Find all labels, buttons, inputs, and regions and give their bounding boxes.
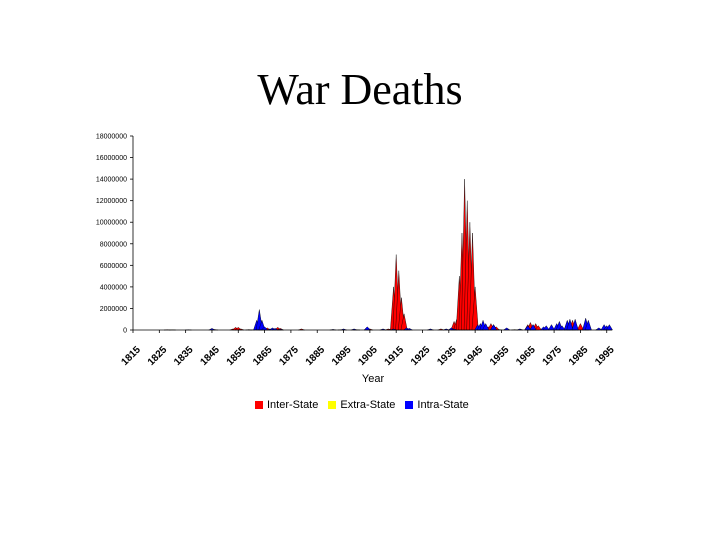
x-tick-label: 1915 — [383, 344, 407, 368]
intra-state-point-1974 — [547, 324, 556, 331]
y-tick-label: 14000000 — [96, 177, 127, 184]
x-tick-label: 1825 — [146, 344, 170, 368]
x-tick-label: 1855 — [225, 344, 249, 368]
y-axis-ticks: 0 2000000 4000000 6000000 8000000 10000000 120… — [96, 134, 133, 335]
x-tick-label: 1865 — [251, 344, 275, 368]
y-tick-label: 2000000 — [100, 306, 127, 313]
x-tick-label: 1945 — [462, 344, 486, 368]
x-tick-label: 1985 — [567, 344, 591, 368]
legend-label-extra-state: Extra-State — [340, 399, 396, 411]
y-tick-label: 6000000 — [100, 263, 127, 270]
x-tick-label: 1905 — [356, 344, 380, 368]
legend-item-extra-state: Extra-State — [328, 399, 395, 411]
x-tick-label: 1925 — [409, 344, 433, 368]
y-tick-label: 16000000 — [96, 155, 127, 162]
legend-label-intra-state: Intra-State — [417, 399, 469, 411]
x-tick-label: 1965 — [514, 344, 538, 368]
legend-swatch-inter-state — [255, 401, 263, 409]
y-tick-label: 0 — [123, 328, 127, 335]
x-tick-label: 1955 — [488, 344, 512, 368]
x-tick-label: 1995 — [593, 344, 617, 368]
x-tick-label: 1975 — [541, 344, 565, 368]
chart-axes — [132, 136, 612, 331]
x-tick-label: 1935 — [435, 344, 459, 368]
x-axis-label: Year — [362, 373, 385, 385]
intra-state-point-1904 — [363, 326, 371, 331]
x-tick-label: 1815 — [119, 344, 143, 368]
legend-item-inter-state: Inter-State — [255, 399, 318, 411]
x-tick-label: 1885 — [304, 344, 328, 368]
legend: Inter-State Extra-State Intra-State — [255, 399, 469, 411]
legend-swatch-extra-state — [328, 401, 337, 409]
y-tick-label: 12000000 — [96, 198, 127, 205]
legend-label-inter-state: Inter-State — [267, 399, 319, 411]
legend-item-intra-state: Intra-State — [405, 399, 469, 411]
x-tick-label: 1895 — [330, 344, 354, 368]
series-areas — [163, 179, 613, 331]
x-tick-label: 1845 — [198, 344, 222, 368]
y-tick-label: 8000000 — [100, 241, 127, 248]
legend-swatch-intra-state — [405, 401, 414, 409]
slide-title: War Deaths — [257, 65, 463, 114]
x-tick-label: 1875 — [277, 344, 301, 368]
x-tick-label: 1835 — [172, 344, 196, 368]
y-tick-label: 10000000 — [96, 220, 127, 227]
y-tick-label: 4000000 — [100, 284, 127, 291]
x-axis-ticks: 1815 1825 1835 1845 1855 1865 1875 1885 1895 1905… — [119, 330, 617, 368]
y-tick-label: 18000000 — [96, 134, 127, 141]
